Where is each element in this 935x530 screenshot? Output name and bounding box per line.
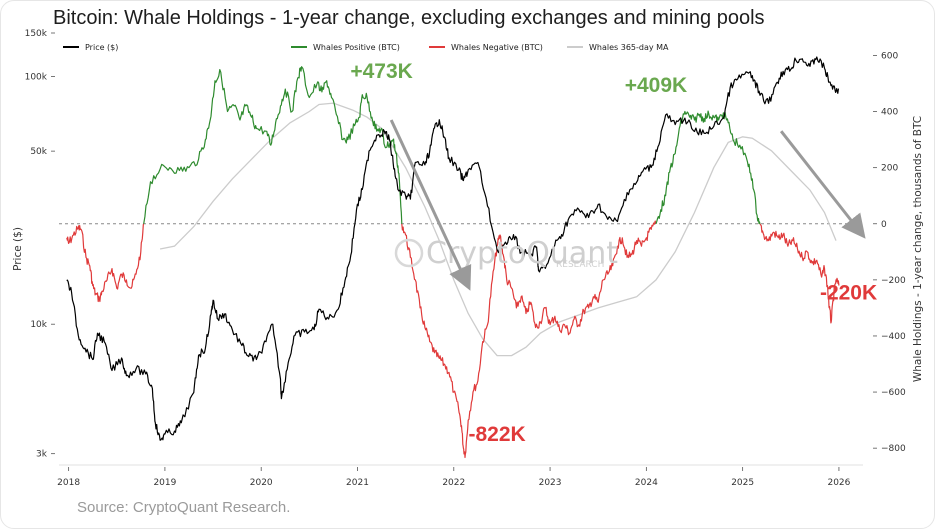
series-whales-positive [143,66,403,224]
y-right-tick-label: −800 [881,444,906,454]
annotation-label: +409K [625,74,687,97]
y-right-tick-label: −400 [881,332,906,342]
x-tick-label: 2023 [539,478,562,488]
legend-entry: Price ($) [85,43,118,52]
series-whales-negative [66,223,145,303]
x-tick-label: 2025 [731,478,754,488]
x-tick-label: 2019 [153,478,176,488]
y-left-tick-label: 10k [30,320,47,330]
annotation-label: -822K [469,423,526,446]
x-tick-label: 2022 [442,478,465,488]
series-price [66,56,839,441]
y-right-tick-label: 200 [881,164,898,174]
x-tick-label: 2026 [827,478,850,488]
y-right-tick-label: 600 [881,51,898,61]
legend-entry: Whales 365-day MA [589,43,669,52]
chart-title: Bitcoin: Whale Holdings - 1-year change,… [53,7,765,29]
x-tick-label: 2020 [250,478,273,488]
watermark-sub: RESEARCH [556,260,604,270]
series-whales-365-day-ma [159,102,837,357]
trend-arrow [389,119,472,291]
y-left-axis-label: Price ($) [12,227,24,271]
x-tick-label: 2021 [346,478,369,488]
series-whales-positive [655,110,761,225]
watermark-logo-mark [394,238,424,268]
y-right-axis-label: Whale Holdings - 1-year change, thousand… [912,116,924,382]
annotation-label: +473K [350,60,412,83]
legend-entry: Whales Negative (BTC) [451,43,543,52]
trend-arrow [779,130,866,239]
y-left-tick-label: 150k [25,29,48,39]
y-right-tick-label: −200 [881,276,906,286]
x-tick-label: 2024 [635,478,658,488]
source-note: Source: CryptoQuant Research. [77,499,291,516]
y-right-tick-label: 0 [881,220,887,230]
y-left-tick-label: 100k [25,73,48,83]
x-tick-label: 2018 [57,478,80,488]
y-left-tick-label: 3k [36,450,48,460]
series-whales-negative [759,223,840,324]
series-whales-negative [401,220,657,459]
legend-entry: Whales Positive (BTC) [313,43,400,52]
y-right-tick-label: 400 [881,108,898,118]
y-left-tick-label: 50k [30,147,47,157]
y-right-tick-label: −600 [881,388,906,398]
annotation-label: -220K [820,281,877,304]
